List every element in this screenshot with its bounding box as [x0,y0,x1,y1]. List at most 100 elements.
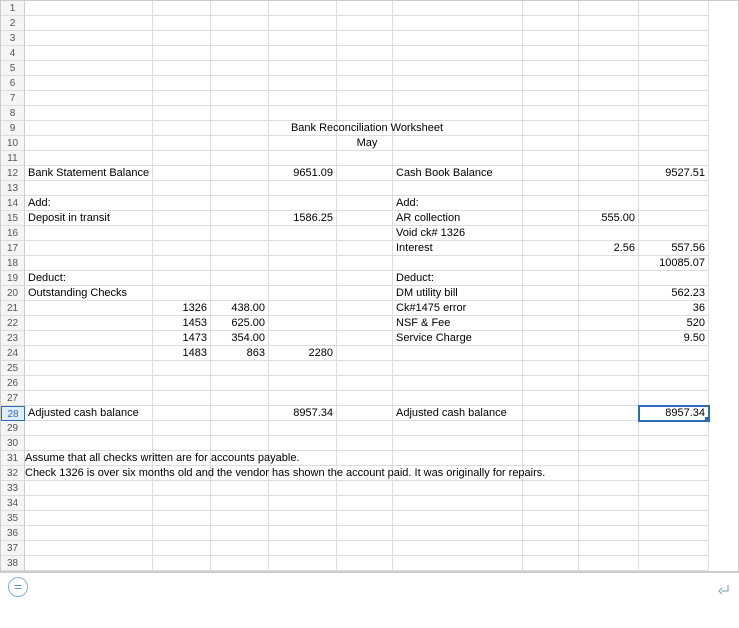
cell-F36[interactable] [393,526,523,541]
cell-D22[interactable] [269,316,337,331]
cell-H33[interactable] [579,481,639,496]
cell-I3[interactable] [639,31,709,46]
cell-I12[interactable]: 9527.51 [639,166,709,181]
cell-I16[interactable] [639,226,709,241]
cell-B37[interactable] [153,541,211,556]
cell-D26[interactable] [269,376,337,391]
row-header[interactable]: 13 [1,181,25,196]
cell-D27[interactable] [269,391,337,406]
cell-B26[interactable] [153,376,211,391]
cell-F7[interactable] [393,91,523,106]
cell-H3[interactable] [579,31,639,46]
cell-A28[interactable]: Adjusted cash balance [25,406,153,421]
cell-G34[interactable] [523,496,579,511]
cell-H4[interactable] [579,46,639,61]
cell-D35[interactable] [269,511,337,526]
cell-I33[interactable] [639,481,709,496]
cell-H35[interactable] [579,511,639,526]
cell-H23[interactable] [579,331,639,346]
cell-C26[interactable] [211,376,269,391]
cell-F14[interactable]: Add: [393,196,523,211]
cell-H6[interactable] [579,76,639,91]
cell-D7[interactable] [269,91,337,106]
cell-H21[interactable] [579,301,639,316]
row-header[interactable]: 30 [1,436,25,451]
cell-B14[interactable] [153,196,211,211]
row-header[interactable]: 21 [1,301,25,316]
cell-E4[interactable] [337,46,393,61]
cell-I20[interactable]: 562.23 [639,286,709,301]
cell-G21[interactable] [523,301,579,316]
cell-F28[interactable]: Adjusted cash balance [393,406,523,421]
row-header[interactable]: 23 [1,331,25,346]
cell-E15[interactable] [337,211,393,226]
cell-E13[interactable] [337,181,393,196]
cell-C37[interactable] [211,541,269,556]
cell-I38[interactable] [639,556,709,571]
cell-C35[interactable] [211,511,269,526]
cell-E19[interactable] [337,271,393,286]
row-header[interactable]: 11 [1,151,25,166]
row-header[interactable]: 2 [1,16,25,31]
cell-B20[interactable] [153,286,211,301]
cell-F16[interactable]: Void ck# 1326 [393,226,523,241]
cell-G4[interactable] [523,46,579,61]
cell-A13[interactable] [25,181,153,196]
cell-E1[interactable] [337,1,393,16]
cell-D8[interactable] [269,106,337,121]
row-header[interactable]: 6 [1,76,25,91]
cell-C36[interactable] [211,526,269,541]
cell-C16[interactable] [211,226,269,241]
cell-A27[interactable] [25,391,153,406]
cell-F22[interactable]: NSF & Fee [393,316,523,331]
cell-I30[interactable] [639,436,709,451]
cell-B18[interactable] [153,256,211,271]
cell-F21[interactable]: Ck#1475 error [393,301,523,316]
cell-F33[interactable] [393,481,523,496]
row-header[interactable]: 4 [1,46,25,61]
cell-H5[interactable] [579,61,639,76]
cell-F11[interactable] [393,151,523,166]
cell-E34[interactable] [337,496,393,511]
cell-G19[interactable] [523,271,579,286]
enter-return-icon[interactable] [713,578,731,596]
cell-A37[interactable] [25,541,153,556]
cell-grid[interactable]: Bank Reconciliation WorksheetMayBank Sta… [25,1,738,571]
row-header[interactable]: 8 [1,106,25,121]
cell-A30[interactable] [25,436,153,451]
cell-F13[interactable] [393,181,523,196]
cell-E18[interactable] [337,256,393,271]
row-header[interactable]: 3 [1,31,25,46]
cell-G29[interactable] [523,421,579,436]
cell-E29[interactable] [337,421,393,436]
cell-F2[interactable] [393,16,523,31]
cell-E21[interactable] [337,301,393,316]
cell-A38[interactable] [25,556,153,571]
cell-I37[interactable] [639,541,709,556]
row-header[interactable]: 35 [1,511,25,526]
cell-H26[interactable] [579,376,639,391]
row-header[interactable]: 34 [1,496,25,511]
cell-C12[interactable] [211,166,269,181]
cell-G26[interactable] [523,376,579,391]
cell-D19[interactable] [269,271,337,286]
cell-F18[interactable] [393,256,523,271]
cell-I23[interactable]: 9.50 [639,331,709,346]
cell-A16[interactable] [25,226,153,241]
cell-D21[interactable] [269,301,337,316]
cell-A2[interactable] [25,16,153,31]
cell-H22[interactable] [579,316,639,331]
row-header[interactable]: 36 [1,526,25,541]
cell-B1[interactable] [153,1,211,16]
cell-E35[interactable] [337,511,393,526]
cell-F37[interactable] [393,541,523,556]
cell-C19[interactable] [211,271,269,286]
row-header[interactable]: 38 [1,556,25,571]
cell-C18[interactable] [211,256,269,271]
cell-G11[interactable] [523,151,579,166]
cell-G2[interactable] [523,16,579,31]
cell-G7[interactable] [523,91,579,106]
cell-B2[interactable] [153,16,211,31]
cell-C2[interactable] [211,16,269,31]
cell-B38[interactable] [153,556,211,571]
